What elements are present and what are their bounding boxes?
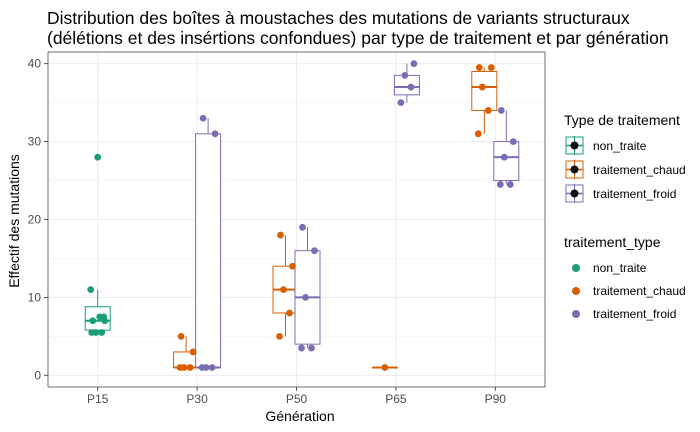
legend-box-key-non_traite: non_traite	[565, 136, 647, 155]
data-point	[277, 231, 284, 239]
legend-box-point	[570, 141, 579, 150]
data-point	[286, 309, 293, 317]
data-point	[208, 364, 216, 371]
data-point	[87, 286, 95, 294]
legend-point-key-traitement_froid: traitement_froid	[572, 307, 676, 321]
box-iqr	[195, 133, 222, 369]
x-tick-label: P15	[87, 392, 109, 406]
data-point	[311, 247, 318, 255]
y-tick-label: 40	[28, 57, 42, 71]
data-point	[186, 364, 194, 371]
y-tick-label: 20	[28, 213, 42, 227]
box-iqr	[393, 74, 420, 96]
data-point	[478, 83, 486, 91]
data-point	[298, 344, 305, 352]
panel-grid	[48, 52, 545, 387]
data-point	[299, 223, 306, 231]
legend-box-label: traitement_froid	[593, 187, 676, 201]
box-traitement_chaud-P50	[272, 235, 299, 337]
points-layer	[87, 60, 517, 371]
x-tick-label: P50	[286, 392, 308, 406]
data-point	[180, 364, 188, 371]
data-point	[94, 153, 102, 161]
data-point	[89, 317, 97, 325]
y-tick-label: 10	[28, 290, 42, 304]
legend-box-items: non_traite traitement_chaud traitement_fro…	[565, 136, 686, 203]
legend-box-title: Type de traitement	[564, 112, 680, 128]
data-point	[280, 286, 287, 294]
data-point	[475, 64, 483, 71]
data-point	[484, 107, 492, 114]
chart-title-line-1: Distribution des boîtes à moustaches des…	[47, 8, 630, 28]
data-point	[487, 64, 495, 71]
legend-point-title: traitement_type	[564, 234, 661, 250]
data-point	[202, 364, 210, 371]
legend-point-label: non_traite	[593, 261, 647, 275]
legend-box-point	[570, 165, 579, 174]
data-point	[474, 130, 482, 138]
data-point	[276, 332, 283, 340]
box-traitement_froid-P90	[493, 110, 520, 185]
y-axis-ticks: 0 10 20 30 40	[28, 57, 48, 382]
data-point	[407, 83, 415, 91]
legend-point-label: traitement_chaud	[593, 284, 686, 298]
box-iqr	[471, 70, 498, 111]
data-point	[401, 71, 409, 79]
legend-point-key-non_traite: non_traite	[572, 261, 647, 275]
y-tick-label: 0	[34, 368, 41, 382]
x-axis-title: Génération	[265, 408, 334, 424]
y-axis-title: Effectif des mutations	[6, 154, 22, 288]
box-traitement_chaud-P90	[471, 67, 498, 134]
panel-border	[47, 51, 546, 388]
legend-box-label: non_traite	[593, 139, 647, 153]
box-traitement_froid-P30	[195, 118, 222, 369]
legend-point-key-traitement_chaud: traitement_chaud	[572, 284, 686, 298]
legend-box-key-traitement_froid: traitement_froid	[565, 184, 676, 203]
legend-point-items: non_traite traitement_chaud traitement_fro…	[572, 261, 686, 321]
data-point	[289, 262, 296, 270]
data-point	[199, 114, 207, 122]
legend-box-key-traitement_chaud: traitement_chaud	[565, 160, 686, 179]
x-tick-label: P65	[385, 392, 407, 406]
data-point	[308, 344, 315, 352]
x-axis-ticks: P15 P30 P50 P65 P90	[87, 387, 506, 406]
data-point	[98, 329, 106, 336]
x-tick-label: P30	[186, 392, 208, 406]
data-point	[509, 138, 517, 145]
data-point	[500, 153, 508, 161]
data-point	[381, 364, 389, 371]
data-point	[496, 181, 504, 188]
data-point	[211, 130, 219, 138]
data-point	[397, 99, 405, 107]
legend-point-label: traitement_froid	[593, 307, 676, 321]
data-point	[100, 313, 108, 321]
data-point	[302, 294, 309, 301]
boxes-layer	[84, 63, 520, 369]
data-point	[410, 60, 418, 68]
data-point	[92, 329, 100, 336]
legend-point-swatch	[572, 287, 580, 295]
legend-point-swatch	[572, 264, 580, 272]
legend-point-swatch	[572, 310, 580, 318]
x-tick-label: P90	[485, 392, 507, 406]
data-point	[497, 107, 505, 114]
data-point	[177, 332, 185, 340]
chart-title-line-2: (délétions et des insértions confondues)…	[47, 28, 669, 48]
y-tick-label: 30	[28, 135, 42, 149]
data-point	[506, 181, 514, 188]
box-traitement_froid-P65	[393, 63, 420, 103]
box-traitement_froid-P50	[294, 227, 321, 349]
legend-box-label: traitement_chaud	[593, 163, 686, 177]
legend-box-point	[570, 189, 579, 198]
box-iqr	[493, 141, 520, 182]
data-point	[189, 348, 197, 356]
